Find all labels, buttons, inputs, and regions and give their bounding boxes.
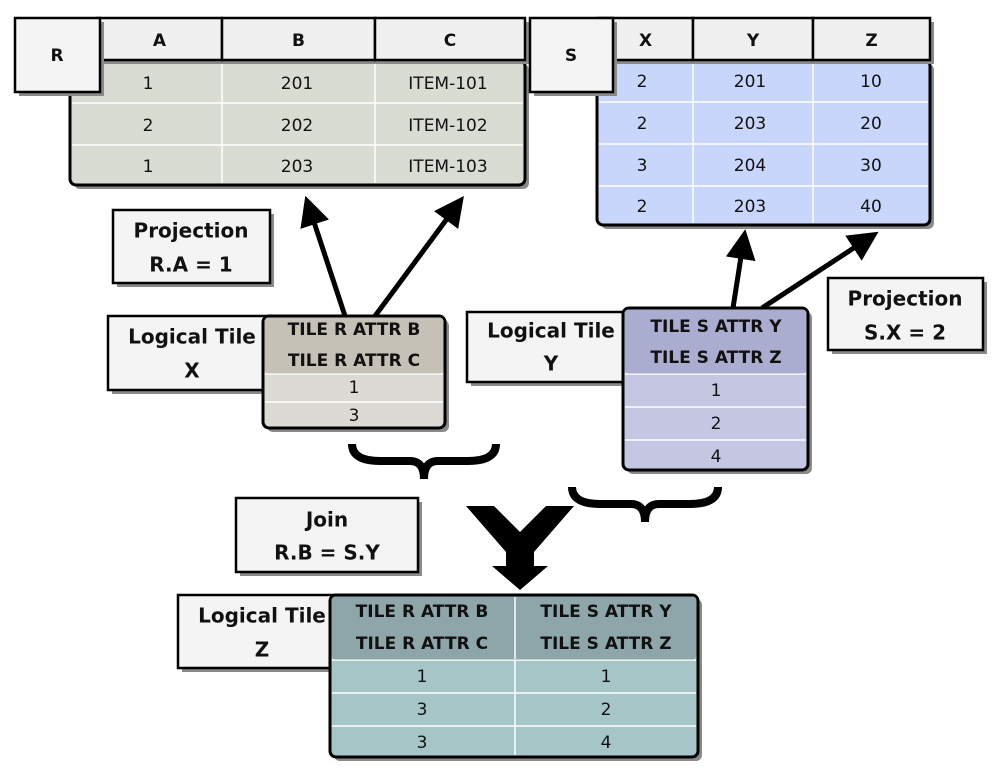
cell: 10 [860, 72, 882, 92]
table-name-box [528, 16, 615, 94]
cell: 20 [860, 114, 882, 134]
cell: 2 [637, 114, 648, 134]
tile-header-text: TILE R ATTR B [288, 320, 421, 340]
cell: 4 [711, 447, 722, 467]
brace [348, 443, 500, 480]
projection-title: Projection [848, 287, 963, 311]
cell: 2 [143, 116, 154, 136]
tile-label: Logical Tile [128, 325, 256, 349]
cell: 2 [711, 414, 722, 434]
tile-label: Y [543, 352, 559, 376]
cell: 3 [417, 700, 428, 720]
join-box [234, 496, 420, 574]
tile-label: Z [255, 638, 270, 662]
projection-condition: R.A = 1 [149, 253, 232, 277]
tile-header [331, 596, 697, 660]
projection-box [826, 276, 985, 352]
tile-header-text: TILE S ATTR Z [540, 634, 671, 654]
tile-header [624, 309, 807, 374]
tile-label: Logical Tile [198, 604, 326, 628]
cell: 201 [281, 74, 313, 94]
projection-box [111, 208, 272, 285]
cell: 3 [417, 733, 428, 753]
cell: 1 [143, 74, 154, 94]
tile-header-text: TILE R ATTR C [356, 634, 488, 654]
cell: 3 [637, 156, 648, 176]
arrow [760, 231, 879, 311]
arrow [300, 195, 348, 317]
table-name: S [565, 46, 577, 66]
cell: 203 [281, 157, 313, 177]
header-cell [220, 16, 377, 62]
tile-label: X [184, 359, 200, 383]
cell: ITEM-101 [408, 74, 487, 94]
tile-label: Logical Tile [487, 319, 615, 343]
cell: 3 [349, 406, 360, 426]
projection-condition: S.X = 2 [864, 321, 946, 345]
cell: 1 [601, 667, 612, 687]
tile-header-text: TILE S ATTR Z [650, 348, 781, 368]
cell: 40 [860, 197, 882, 217]
column-header: B [292, 31, 305, 51]
cell: 2 [601, 700, 612, 720]
tile-label-box [106, 314, 279, 392]
cell: 2 [637, 72, 648, 92]
column-header: C [444, 31, 456, 51]
tile-label-box [176, 593, 347, 670]
cell: 4 [601, 733, 612, 753]
cell: 204 [734, 156, 766, 176]
cell: 203 [734, 197, 766, 217]
cell: 30 [860, 156, 882, 176]
column-header: Y [746, 31, 760, 51]
cell: 202 [281, 116, 313, 136]
join-condition: R.B = S.Y [274, 541, 380, 565]
header-cell [811, 16, 932, 62]
cell: 1 [143, 157, 154, 177]
header-cell [373, 16, 527, 62]
projection-title: Projection [134, 219, 249, 243]
cell: 203 [734, 114, 766, 134]
column-header: A [153, 31, 167, 51]
tile-header-text: TILE S ATTR Y [650, 317, 782, 337]
join-title: Join [304, 508, 348, 532]
cell: ITEM-103 [408, 157, 487, 177]
header-cell [95, 16, 224, 62]
column-header: X [639, 31, 652, 51]
table-name: R [50, 46, 63, 66]
cell: 2 [637, 197, 648, 217]
table-name-box [13, 16, 102, 94]
cell: 1 [711, 381, 722, 401]
tile-header [264, 317, 444, 374]
tile-header-text: TILE R ATTR B [356, 602, 489, 622]
tile-label-box [465, 310, 635, 384]
tile-header-text: TILE R ATTR C [288, 351, 420, 371]
brace [568, 486, 722, 523]
column-header: Z [865, 31, 877, 51]
arrow [372, 195, 464, 318]
cell: 201 [734, 72, 766, 92]
cell: 1 [417, 667, 428, 687]
merge-arrow [466, 506, 574, 590]
arrow [725, 229, 756, 309]
cell: ITEM-102 [408, 116, 487, 136]
header-cell [691, 16, 815, 62]
tile-header-text: TILE S ATTR Y [540, 602, 672, 622]
cell: 1 [349, 378, 360, 398]
